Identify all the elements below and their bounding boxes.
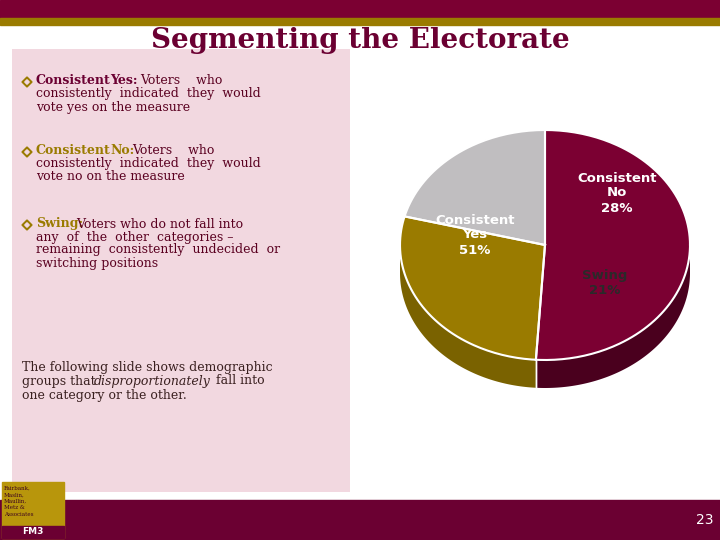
Bar — [0, 0, 720, 18]
Text: Consistent: Consistent — [36, 145, 111, 158]
Text: Voters who do not fall into: Voters who do not fall into — [76, 218, 243, 231]
Text: vote no on the measure: vote no on the measure — [36, 171, 185, 184]
Text: Voters    who: Voters who — [140, 75, 222, 87]
Polygon shape — [400, 217, 545, 360]
Polygon shape — [22, 147, 32, 157]
Text: Segmenting the Electorate: Segmenting the Electorate — [150, 26, 570, 53]
Text: No:: No: — [110, 145, 134, 158]
Text: consistently  indicated  they  would: consistently indicated they would — [36, 158, 261, 171]
Polygon shape — [22, 220, 32, 230]
Text: any  of  the  other  categories –: any of the other categories – — [36, 231, 233, 244]
Bar — [0, 500, 720, 540]
Text: Consistent: Consistent — [36, 75, 111, 87]
Text: Swing
21%: Swing 21% — [582, 269, 628, 297]
Text: Swing:: Swing: — [36, 218, 83, 231]
FancyBboxPatch shape — [12, 49, 350, 492]
Text: FM3: FM3 — [22, 528, 44, 537]
Text: The following slide shows demographic: The following slide shows demographic — [22, 361, 273, 374]
Text: Voters    who: Voters who — [132, 145, 215, 158]
Bar — [2, 482, 64, 538]
Text: one category or the other.: one category or the other. — [22, 388, 186, 402]
Text: Fairbank,
Maslin,
Maullin,
Metz &
Associates: Fairbank, Maslin, Maullin, Metz & Associ… — [4, 486, 34, 517]
Bar — [2, 526, 64, 538]
Polygon shape — [405, 130, 545, 245]
Text: Consistent
Yes
51%: Consistent Yes 51% — [436, 213, 515, 256]
Polygon shape — [536, 130, 690, 360]
Text: Yes:: Yes: — [110, 75, 138, 87]
Text: 23: 23 — [696, 513, 714, 527]
Polygon shape — [536, 246, 690, 388]
Text: switching positions: switching positions — [36, 256, 158, 269]
Polygon shape — [400, 246, 536, 388]
Text: groups that: groups that — [22, 375, 99, 388]
Text: disproportionately: disproportionately — [94, 375, 211, 388]
Bar — [0, 18, 720, 25]
Text: fall into: fall into — [212, 375, 265, 388]
Polygon shape — [24, 222, 30, 227]
Polygon shape — [22, 77, 32, 87]
Text: vote yes on the measure: vote yes on the measure — [36, 100, 190, 113]
Text: remaining  consistently  undecided  or: remaining consistently undecided or — [36, 244, 280, 256]
Polygon shape — [24, 80, 30, 84]
Text: Consistent
No
28%: Consistent No 28% — [577, 172, 657, 214]
Polygon shape — [24, 150, 30, 154]
Text: consistently  indicated  they  would: consistently indicated they would — [36, 87, 261, 100]
